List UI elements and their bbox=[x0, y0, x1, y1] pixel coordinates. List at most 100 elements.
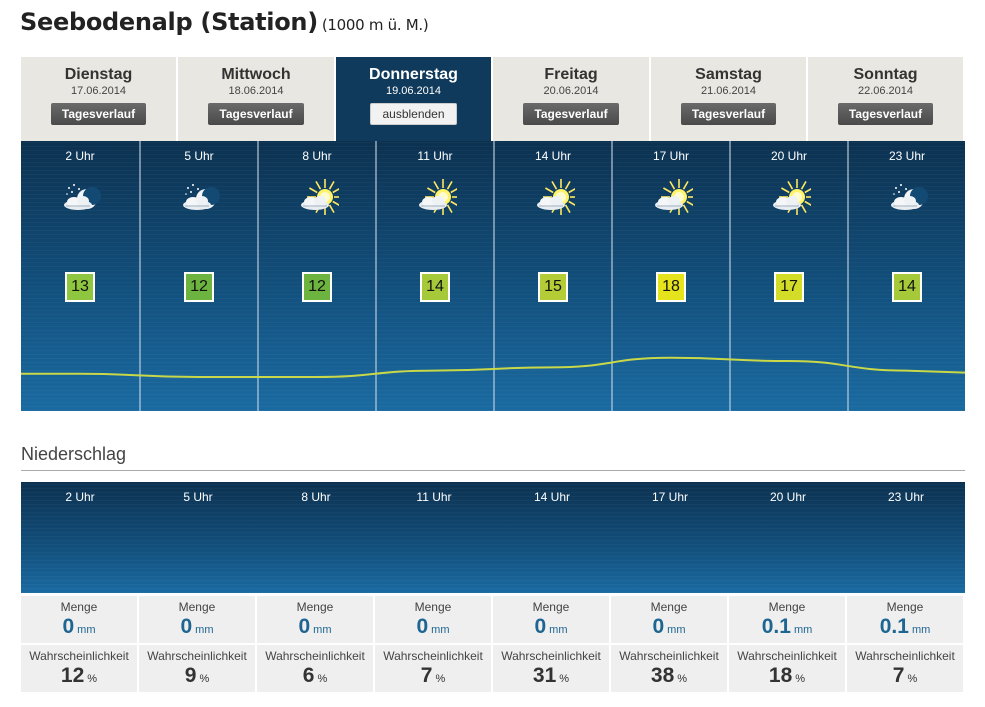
hour-label: 23 Uhr bbox=[887, 490, 925, 504]
menge-value: 0 mm bbox=[493, 615, 609, 639]
menge-number: 0 bbox=[652, 615, 665, 638]
wahrscheinlichkeit-unit: % bbox=[559, 673, 570, 685]
wahrscheinlichkeit-unit: % bbox=[199, 673, 210, 685]
wahrscheinlichkeit-number: 31 bbox=[532, 664, 557, 687]
heading-divider bbox=[21, 470, 965, 471]
hour-label: 8 Uhr bbox=[301, 490, 331, 504]
hour-label: 17 Uhr bbox=[651, 490, 689, 504]
menge-number: 0 bbox=[416, 615, 429, 638]
precipitation-table: Menge 0 mm Wahrscheinlichkeit 12% Menge 0 mm Wah… bbox=[21, 596, 965, 692]
precipitation-heading: Niederschlag bbox=[21, 444, 127, 464]
hour-column: 14 Uhr 15 bbox=[493, 141, 611, 411]
tagesverlauf-button[interactable]: Tagesverlauf bbox=[208, 103, 304, 125]
menge-number: 0 bbox=[298, 615, 311, 638]
temperature-curve bbox=[21, 356, 965, 378]
menge-unit: mm bbox=[77, 624, 96, 636]
hour-column: 11 Uhr 14 bbox=[375, 141, 493, 411]
station-altitude: (1000 m ü. M.) bbox=[321, 16, 429, 34]
menge-value: 0.1 mm bbox=[847, 615, 963, 639]
menge-label: Menge bbox=[650, 600, 688, 614]
day-tabs: Dienstag 17.06.2014 Tagesverlauf Mittwoch 18… bbox=[21, 57, 965, 141]
wahrscheinlichkeit-label: Wahrscheinlichkeit bbox=[29, 649, 129, 663]
temperature-badge: 12 bbox=[184, 272, 214, 302]
menge-label: Menge bbox=[296, 600, 334, 614]
sun-cloud-icon bbox=[413, 179, 461, 219]
tagesverlauf-button[interactable]: Tagesverlauf bbox=[837, 103, 934, 125]
day-tab-samstag[interactable]: Samstag 21.06.2014 Tagesverlauf bbox=[651, 57, 808, 141]
wahrscheinlichkeit-label: Wahrscheinlichkeit bbox=[501, 649, 601, 663]
hour-label: 23 Uhr bbox=[888, 149, 926, 163]
menge-label: Menge bbox=[886, 600, 924, 614]
temperature-panel: 2 Uhr 13 5 Uhr 12 8 Uhr 12 11 Uhr 14 14 Uhr 15 17 … bbox=[21, 141, 965, 411]
hour-column: 20 Uhr 17 bbox=[729, 141, 847, 411]
menge-cell: Menge 0.1 mm bbox=[847, 596, 963, 643]
wahrscheinlichkeit-value: 38% bbox=[611, 664, 727, 688]
menge-cell: Menge 0 mm bbox=[375, 596, 491, 643]
hour-label: 11 Uhr bbox=[416, 490, 452, 504]
precipitation-hour-column: 11 Uhr bbox=[375, 482, 493, 593]
sun-cloud-icon bbox=[649, 179, 697, 219]
day-tab-sonntag[interactable]: Sonntag 22.06.2014 Tagesverlauf bbox=[808, 57, 965, 141]
precipitation-hour-column: 20 Uhr bbox=[729, 482, 847, 593]
page-title: Seebodenalp (Station) (1000 m ü. M.) bbox=[20, 8, 429, 36]
wahrscheinlichkeit-number: 7 bbox=[892, 664, 905, 687]
precipitation-panel: 2 Uhr 5 Uhr 8 Uhr 11 Uhr 14 Uhr 17 Uhr 20 Uhr 2… bbox=[21, 482, 965, 593]
station-name: Seebodenalp (Station) bbox=[20, 8, 318, 36]
day-tab-mittwoch[interactable]: Mittwoch 18.06.2014 Tagesverlauf bbox=[178, 57, 336, 141]
day-date: 22.06.2014 bbox=[857, 85, 914, 97]
wahrscheinlichkeit-label: Wahrscheinlichkeit bbox=[737, 649, 837, 663]
wahrscheinlichkeit-cell: Wahrscheinlichkeit 9% bbox=[139, 645, 255, 692]
wahrscheinlichkeit-unit: % bbox=[907, 673, 918, 685]
day-name: Samstag bbox=[695, 66, 762, 83]
tagesverlauf-button[interactable]: Tagesverlauf bbox=[523, 103, 619, 125]
wahrscheinlichkeit-label: Wahrscheinlichkeit bbox=[383, 649, 483, 663]
night-moon-cloud-icon bbox=[885, 179, 929, 219]
wahrscheinlichkeit-label: Wahrscheinlichkeit bbox=[855, 649, 955, 663]
day-tab-dienstag[interactable]: Dienstag 17.06.2014 Tagesverlauf bbox=[21, 57, 178, 141]
wahrscheinlichkeit-unit: % bbox=[87, 673, 98, 685]
temperature-badge: 14 bbox=[892, 272, 922, 302]
hour-label: 5 Uhr bbox=[184, 149, 214, 163]
precipitation-hour-column: 14 Uhr bbox=[493, 482, 611, 593]
hour-column: 5 Uhr 12 bbox=[139, 141, 257, 411]
wahrscheinlichkeit-number: 7 bbox=[420, 664, 433, 687]
temperature-badge: 13 bbox=[65, 272, 95, 302]
wahrscheinlichkeit-unit: % bbox=[677, 673, 688, 685]
hour-label: 2 Uhr bbox=[65, 490, 95, 504]
tagesverlauf-button[interactable]: Tagesverlauf bbox=[680, 103, 777, 125]
hour-column: 8 Uhr 12 bbox=[257, 141, 375, 411]
menge-unit: mm bbox=[431, 624, 450, 636]
temperature-line bbox=[21, 356, 965, 378]
menge-unit: mm bbox=[313, 624, 332, 636]
sun-cloud-icon bbox=[531, 179, 579, 219]
day-date: 20.06.2014 bbox=[543, 85, 599, 97]
menge-cell: Menge 0 mm bbox=[139, 596, 255, 643]
wahrscheinlichkeit-label: Wahrscheinlichkeit bbox=[265, 649, 365, 663]
menge-value: 0.1 mm bbox=[729, 615, 845, 639]
panel-texture bbox=[21, 482, 965, 593]
wahrscheinlichkeit-cell: Wahrscheinlichkeit 31% bbox=[493, 645, 609, 692]
wahrscheinlichkeit-cell: Wahrscheinlichkeit 18% bbox=[729, 645, 845, 692]
day-date: 17.06.2014 bbox=[70, 85, 127, 97]
menge-unit: mm bbox=[793, 624, 813, 636]
menge-cell: Menge 0 mm bbox=[257, 596, 373, 643]
wahrscheinlichkeit-value: 31% bbox=[493, 664, 609, 688]
wahrscheinlichkeit-number: 6 bbox=[302, 664, 315, 687]
menge-number: 0 bbox=[180, 615, 193, 638]
menge-value: 0 mm bbox=[611, 615, 727, 639]
tagesverlauf-button[interactable]: Tagesverlauf bbox=[50, 103, 147, 125]
wahrscheinlichkeit-cell: Wahrscheinlichkeit 7% bbox=[375, 645, 491, 692]
wahrscheinlichkeit-value: 6% bbox=[257, 664, 373, 688]
menge-value: 0 mm bbox=[21, 615, 137, 639]
menge-label: Menge bbox=[178, 600, 216, 614]
temperature-badge: 14 bbox=[420, 272, 450, 302]
menge-label: Menge bbox=[414, 600, 452, 614]
menge-cell: Menge 0 mm bbox=[493, 596, 609, 643]
hour-label: 20 Uhr bbox=[770, 149, 808, 163]
hour-label: 17 Uhr bbox=[652, 149, 690, 163]
hour-label: 11 Uhr bbox=[417, 149, 453, 163]
day-tab-freitag[interactable]: Freitag 20.06.2014 Tagesverlauf bbox=[493, 57, 651, 141]
hide-button[interactable]: ausblenden bbox=[370, 103, 457, 125]
day-tab-donnerstag[interactable]: Donnerstag 19.06.2014 ausblenden bbox=[336, 57, 493, 141]
wahrscheinlichkeit-number: 38 bbox=[650, 664, 675, 687]
